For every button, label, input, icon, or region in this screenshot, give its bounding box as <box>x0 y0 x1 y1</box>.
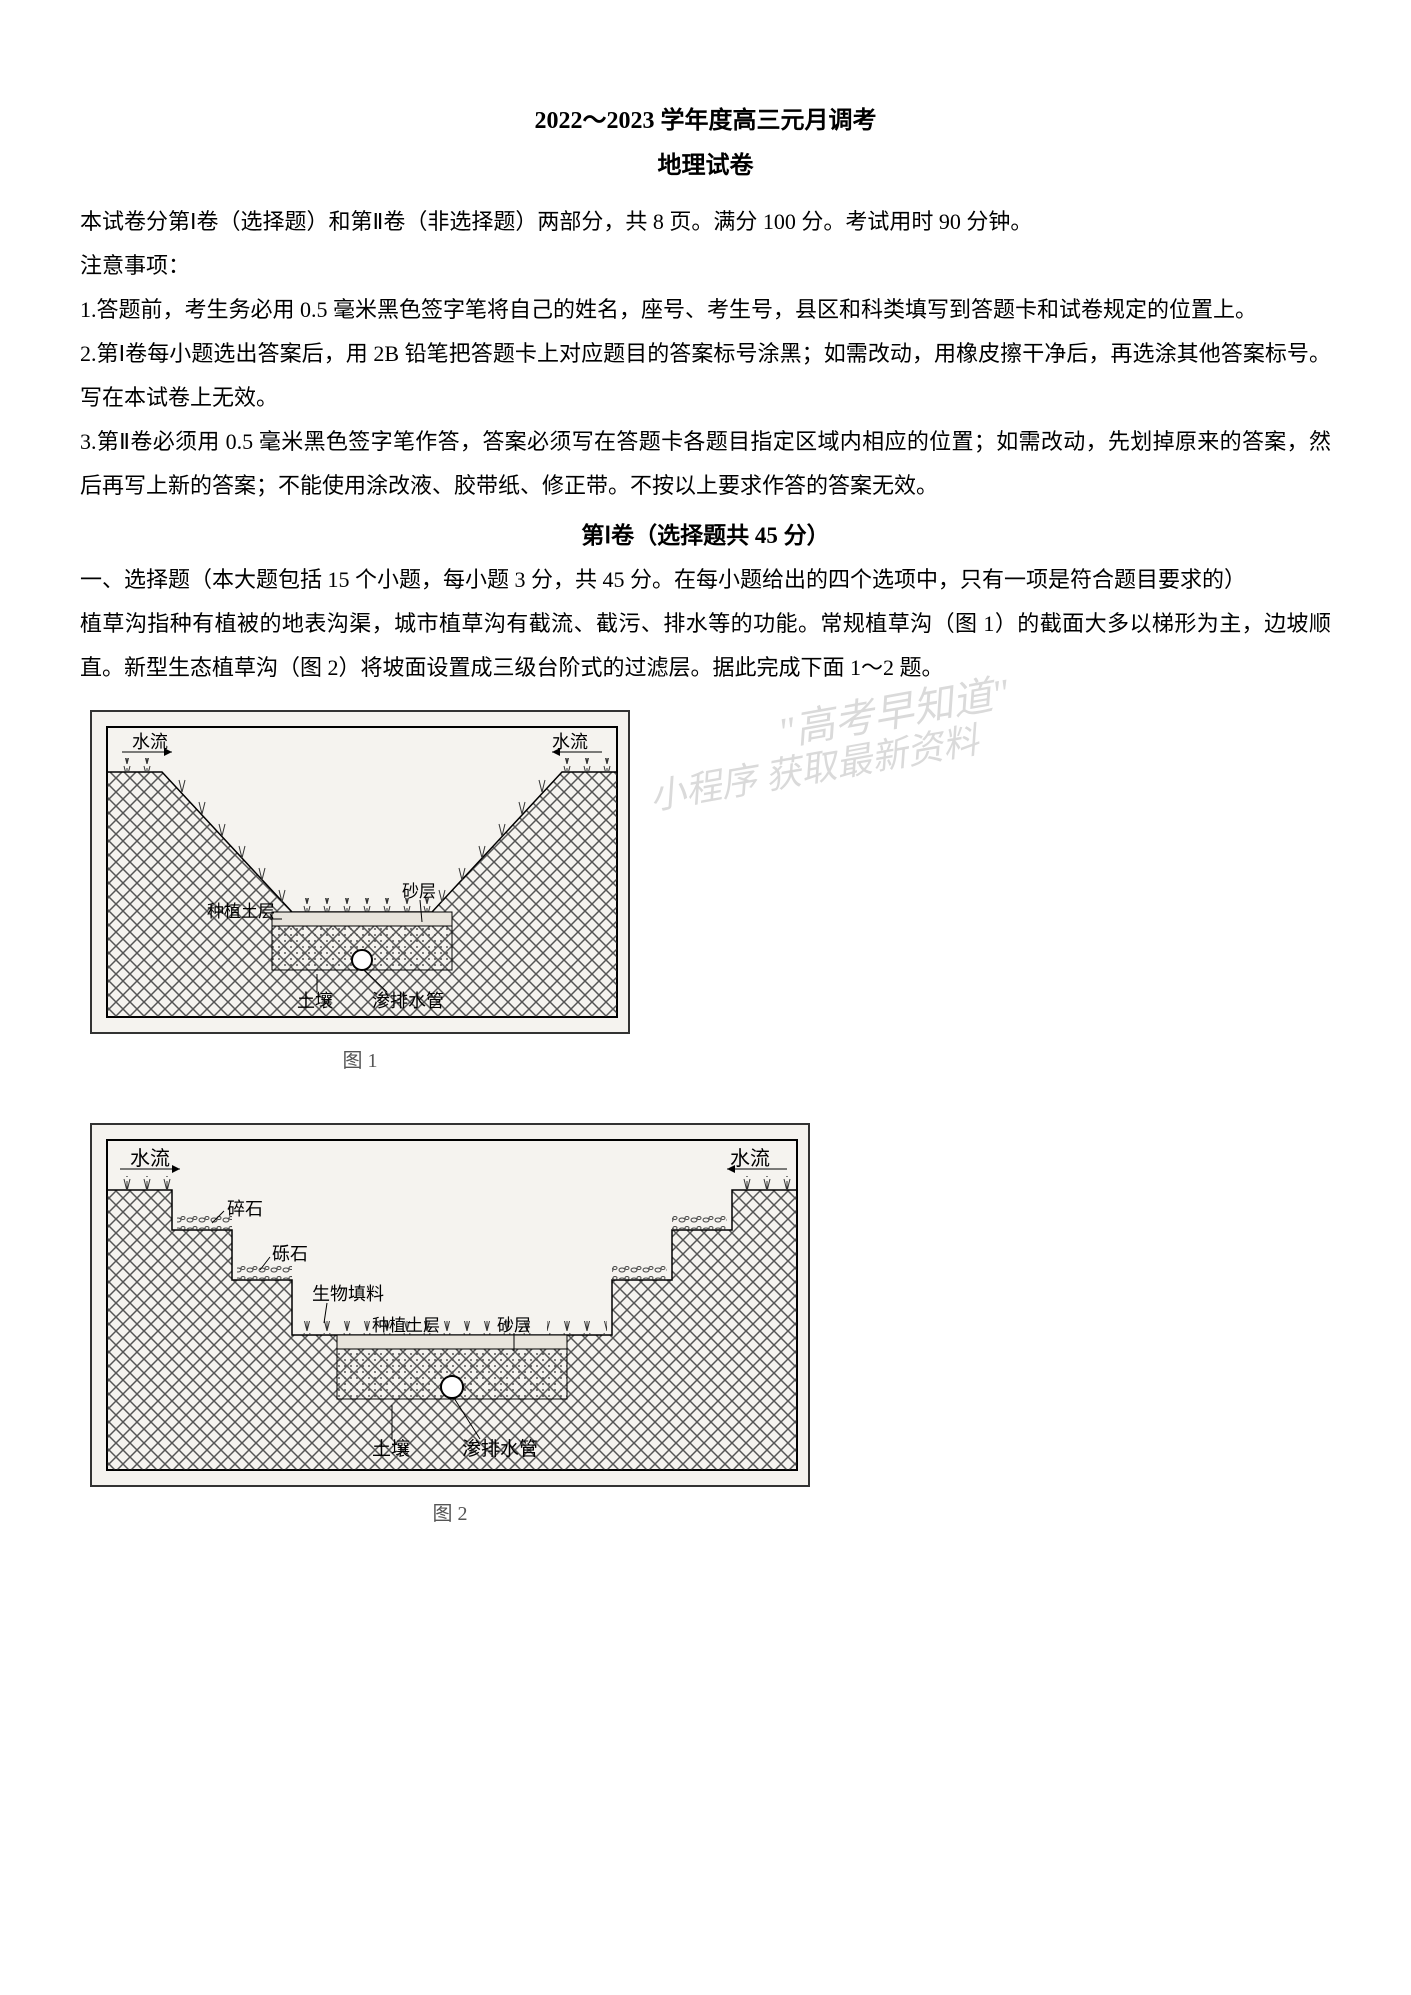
diag1-soil: 土壤 <box>297 991 333 1011</box>
diagram2-box: 水流 水流 碎石 砾石 生物填料 种植土层 砂层 土壤 渗排水管 <box>90 1123 810 1487</box>
diag1-planting-layer: 种植土层 <box>207 902 275 921</box>
diag2-bio-fill: 生物填料 <box>312 1284 384 1304</box>
diag2-gravel-coarse: 碎石 <box>227 1199 263 1219</box>
intro-line1: 本试卷分第Ⅰ卷（选择题）和第Ⅱ卷（非选择题）两部分，共 8 页。满分 100 分… <box>80 200 1331 244</box>
diag2-planting-layer: 种植土层 <box>372 1316 440 1335</box>
diag2-soil: 土壤 <box>372 1438 410 1460</box>
section1-passage: 植草沟指种有植被的地表沟渠，城市植草沟有截流、截污、排水等的功能。常规植草沟（图… <box>80 602 1331 690</box>
diagram1-caption: 图 1 <box>90 1044 630 1073</box>
diagram1-box: 水流 水流 种植土层 砂层 土壤 渗排水管 <box>90 710 630 1034</box>
section1-instructions: 一、选择题（本大题包括 15 个小题，每小题 3 分，共 45 分。在每小题给出… <box>80 558 1331 602</box>
exam-subtitle: 地理试卷 <box>80 145 1331 180</box>
watermark-line2: 小程序 获取最新资料 <box>645 711 982 820</box>
intro-note1: 1.答题前，考生务必用 0.5 毫米黑色签字笔将自己的姓名，座号、考生号，县区和… <box>80 288 1331 332</box>
intro-line2: 注意事项： <box>80 244 1331 288</box>
diag1-drain-pipe: 渗排水管 <box>372 991 444 1011</box>
diagram2-caption: 图 2 <box>90 1497 810 1526</box>
diagram1-container: "高考早知道" 小程序 获取最新资料 <box>80 710 1331 1073</box>
intro-note3: 3.第Ⅱ卷必须用 0.5 毫米黑色签字笔作答，答案必须写在答题卡各题目指定区域内… <box>80 420 1331 508</box>
diag2-flow-left: 水流 <box>130 1147 170 1170</box>
diag1-flow-right: 水流 <box>552 732 588 752</box>
diag2-drain-pipe: 渗排水管 <box>462 1438 538 1460</box>
diag1-flow-left: 水流 <box>132 732 168 752</box>
diagram1-svg: 水流 水流 种植土层 砂层 土壤 渗排水管 <box>102 722 622 1022</box>
diag2-sand-layer: 砂层 <box>497 1316 531 1335</box>
diag2-gravel-fine: 砾石 <box>272 1244 308 1264</box>
exam-title: 2022～2023 学年度高三元月调考 <box>80 100 1331 135</box>
diag1-sand-layer: 砂层 <box>402 882 436 901</box>
diagram2-svg: 水流 水流 碎石 砾石 生物填料 种植土层 砂层 土壤 渗排水管 <box>102 1135 802 1475</box>
intro-note2: 2.第Ⅰ卷每小题选出答案后，用 2B 铅笔把答题卡上对应题目的答案标号涂黑；如需… <box>80 332 1331 420</box>
diagram2-container: 水流 水流 碎石 砾石 生物填料 种植土层 砂层 土壤 渗排水管 <box>80 1093 1331 1526</box>
diag2-flow-right: 水流 <box>730 1147 770 1170</box>
section1-title: 第Ⅰ卷（选择题共 45 分） <box>80 516 1331 550</box>
